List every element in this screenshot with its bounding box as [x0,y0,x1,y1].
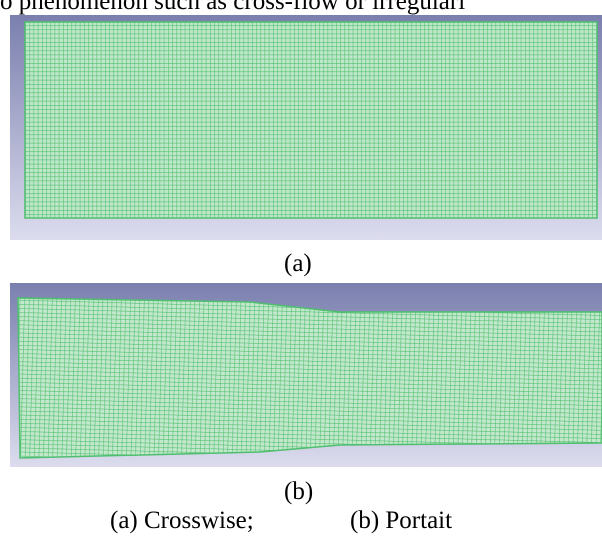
image-a-mesh [25,22,597,218]
subfigure-label-b: (b) [284,478,313,506]
caption-b: (b) Portait [350,507,452,535]
subfigure-label-a: (a) [284,250,312,278]
image-b-mesh [18,298,602,458]
caption-a: (a) Crosswise; [110,507,254,535]
page: {"header": {"text": "o phenomenon such a… [0,0,602,540]
